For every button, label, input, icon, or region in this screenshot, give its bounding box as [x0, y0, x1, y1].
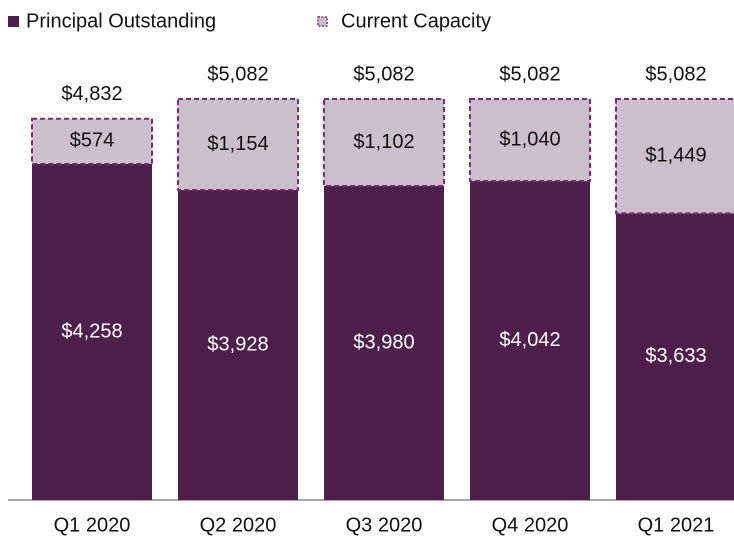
total-label: $4,832 [61, 83, 122, 105]
principal-bar [324, 185, 444, 500]
x-tick-label: Q1 2020 [54, 514, 131, 536]
legend-swatch [317, 16, 328, 27]
capacity-bar [177, 98, 299, 192]
x-tick-label: Q1 2021 [638, 514, 715, 536]
principal-bar [470, 181, 590, 500]
value-label: $3,928 [207, 333, 268, 355]
legend-label: Principal Outstanding [26, 10, 216, 32]
capacity-bar [469, 98, 591, 183]
principal-bar [178, 190, 298, 500]
value-label: $1,102 [353, 131, 414, 153]
principal-bar [32, 164, 152, 500]
value-label: $4,258 [61, 320, 122, 342]
value-label: $3,980 [353, 331, 414, 353]
capacity-bar [31, 117, 153, 166]
capacity-bar [323, 98, 445, 187]
x-tick-label: Q4 2020 [492, 514, 569, 536]
total-label: $5,082 [499, 63, 560, 85]
capacity-bar [615, 98, 734, 215]
x-tick-label: Q3 2020 [346, 514, 423, 536]
value-label: $3,633 [645, 345, 706, 367]
principal-bar [616, 213, 734, 500]
total-label: $5,082 [207, 63, 268, 85]
total-label: $5,082 [353, 63, 414, 85]
value-label: $1,154 [207, 133, 268, 155]
value-label: $4,042 [499, 329, 560, 351]
value-label: $1,040 [499, 128, 560, 150]
total-label: $5,082 [645, 63, 706, 85]
value-label: $1,449 [645, 144, 706, 166]
x-tick-label: Q2 2020 [200, 514, 277, 536]
legend-label: Current Capacity [341, 10, 491, 32]
value-label: $574 [70, 130, 115, 152]
legend-swatch [8, 16, 19, 27]
